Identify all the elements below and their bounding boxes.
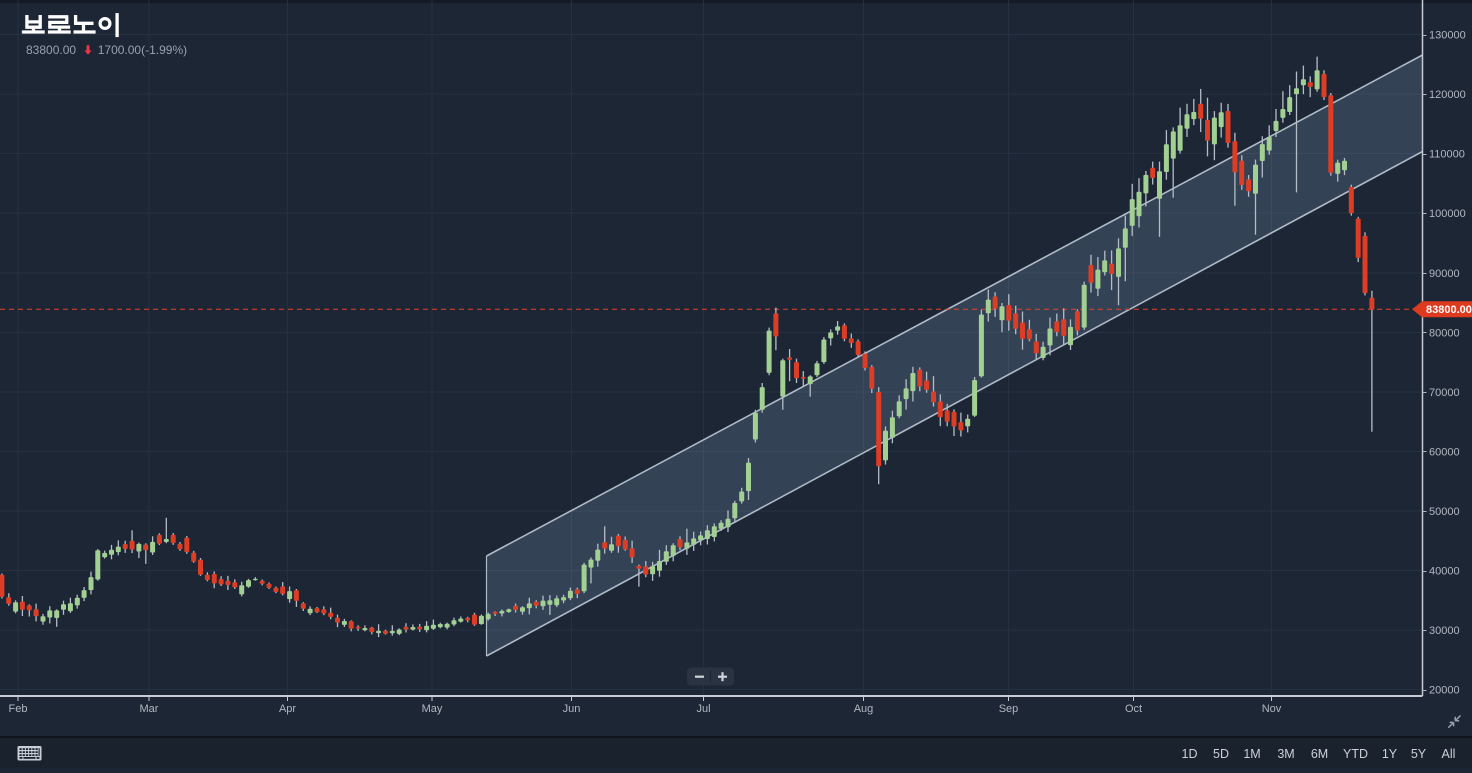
svg-text:Sep: Sep (999, 703, 1019, 715)
svg-text:83800.00: 83800.00 (1426, 304, 1472, 316)
svg-text:100000: 100000 (1429, 208, 1466, 220)
svg-text:50000: 50000 (1429, 506, 1460, 518)
svg-text:May: May (422, 703, 443, 715)
svg-text:70000: 70000 (1429, 387, 1460, 399)
svg-text:Apr: Apr (279, 703, 296, 715)
svg-text:20000: 20000 (1429, 685, 1460, 697)
svg-text:Jul: Jul (696, 703, 710, 715)
svg-text:30000: 30000 (1429, 625, 1460, 637)
svg-text:Aug: Aug (854, 703, 874, 715)
svg-text:90000: 90000 (1429, 268, 1460, 280)
svg-text:130000: 130000 (1429, 30, 1466, 42)
svg-text:Nov: Nov (1262, 703, 1282, 715)
svg-text:Mar: Mar (140, 703, 159, 715)
svg-text:110000: 110000 (1429, 149, 1465, 161)
svg-text:40000: 40000 (1429, 566, 1460, 578)
svg-text:60000: 60000 (1429, 447, 1460, 459)
svg-text:120000: 120000 (1429, 89, 1466, 101)
svg-text:Feb: Feb (9, 703, 28, 715)
svg-text:Oct: Oct (1125, 703, 1142, 715)
svg-text:Jun: Jun (563, 703, 581, 715)
svg-text:80000: 80000 (1429, 327, 1460, 339)
